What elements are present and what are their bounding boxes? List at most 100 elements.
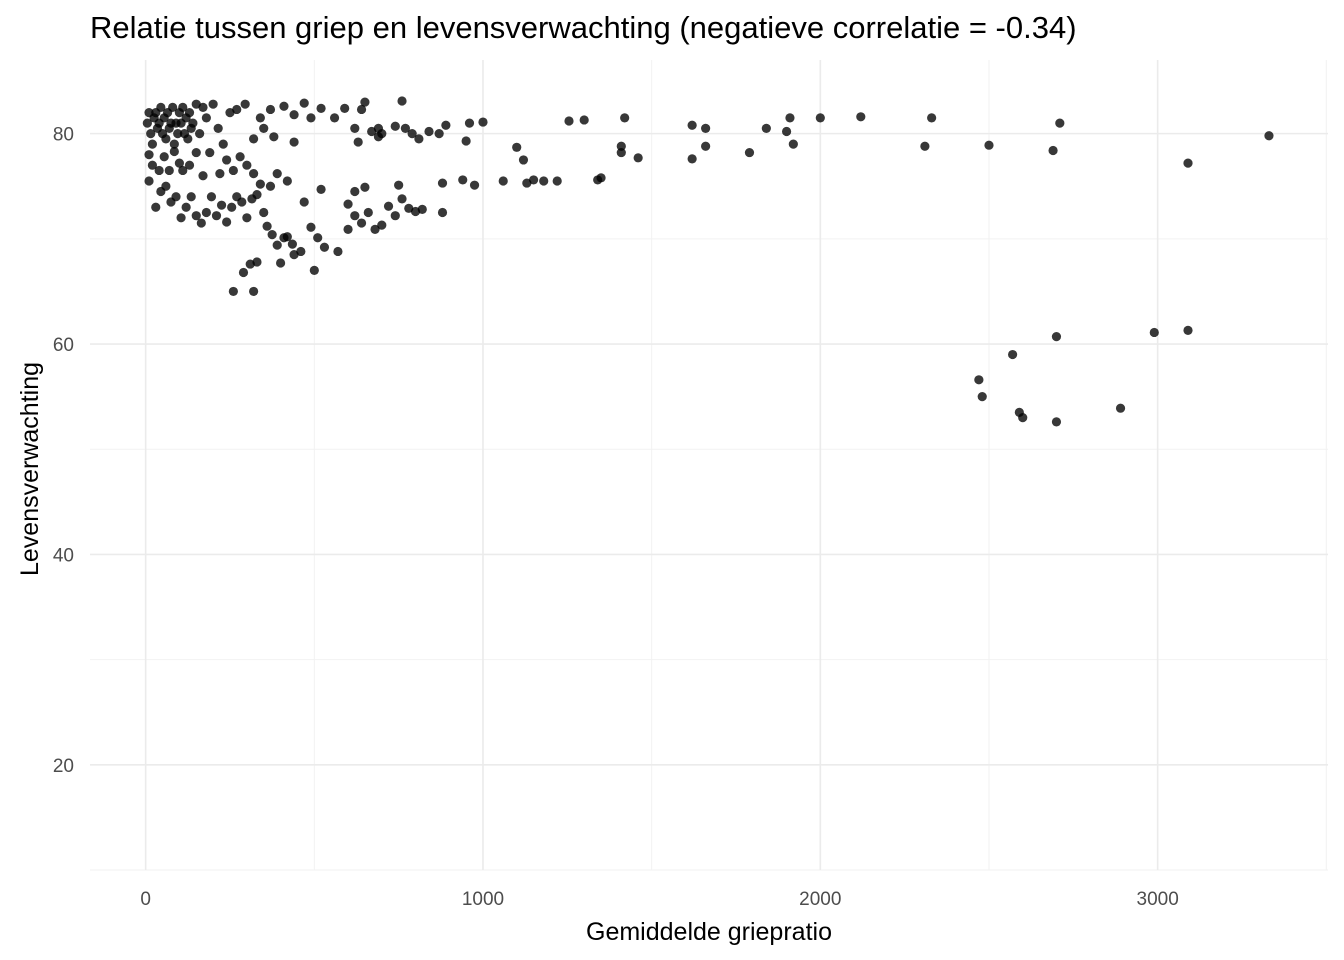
scatter-point xyxy=(282,176,292,186)
scatter-point xyxy=(1055,118,1065,128)
scatter-point xyxy=(216,200,227,210)
scatter-point xyxy=(333,246,343,257)
scatter-point xyxy=(977,392,987,402)
x-tick-label: 1000 xyxy=(462,889,504,910)
x-tick-label: 2000 xyxy=(799,889,841,910)
scatter-point xyxy=(255,179,265,189)
scatter-point xyxy=(356,218,367,228)
scatter-point xyxy=(222,155,232,165)
scatter-point xyxy=(437,207,448,218)
scatter-point xyxy=(469,180,480,190)
scatter-point xyxy=(183,134,193,144)
scatter-point xyxy=(856,112,866,122)
scatter-point xyxy=(687,154,697,164)
scatter-point xyxy=(616,147,626,158)
scatter-point xyxy=(142,118,152,128)
scatter-point xyxy=(159,152,169,162)
y-tick-label: 80 xyxy=(53,125,74,146)
scatter-point xyxy=(262,221,272,231)
scatter-point xyxy=(201,113,211,123)
scatter-point xyxy=(195,129,205,139)
scatter-point xyxy=(275,258,286,268)
scatter-point xyxy=(1007,349,1018,360)
scatter-point xyxy=(974,375,984,385)
chart-title: Relatie tussen griep en levensverwachtin… xyxy=(90,10,1077,45)
scatter-point xyxy=(424,126,434,137)
scatter-point xyxy=(191,147,201,158)
scatter-point xyxy=(363,207,373,218)
scatter-point xyxy=(761,123,771,133)
scatter-point xyxy=(245,259,255,269)
scatter-point xyxy=(316,103,326,113)
y-axis-ticks: 20 40 60 80 xyxy=(53,125,74,777)
scatter-point xyxy=(1048,145,1058,156)
scatter-point xyxy=(208,99,218,109)
scatter-point xyxy=(289,110,299,120)
y-tick-label: 20 xyxy=(53,756,74,777)
scatter-point xyxy=(156,102,166,112)
scatter-point xyxy=(329,113,340,123)
scatter-point xyxy=(265,181,276,191)
scatter-point xyxy=(191,211,201,221)
scatter-point xyxy=(1051,417,1062,427)
scatter-point xyxy=(206,192,217,202)
x-tick-label: 3000 xyxy=(1137,889,1179,910)
scatter-point xyxy=(1018,413,1028,423)
scatter-point xyxy=(259,123,269,133)
scatter-point xyxy=(188,118,198,128)
scatter-point xyxy=(528,175,539,185)
scatter-point xyxy=(237,197,247,207)
scatter-point xyxy=(161,134,171,144)
scatter-point xyxy=(299,197,309,207)
scatter-point xyxy=(316,184,326,194)
scatter-point xyxy=(633,153,643,163)
scatter-point xyxy=(1264,131,1274,141)
scatter-point xyxy=(478,117,488,127)
scatter-point xyxy=(397,96,407,106)
scatter-point xyxy=(178,165,188,176)
scatter-point xyxy=(350,211,360,221)
scatter-point xyxy=(781,126,792,137)
scatter-point xyxy=(282,232,292,242)
scatter-point xyxy=(161,181,171,191)
scatter-point xyxy=(181,202,191,212)
scatter-point xyxy=(154,165,164,176)
scatter-point xyxy=(1183,325,1193,335)
scatter-point xyxy=(144,176,154,186)
scatter-point xyxy=(249,169,259,179)
scatter-point xyxy=(306,222,316,232)
scatter-point xyxy=(687,120,697,130)
scatter-point xyxy=(228,165,238,176)
x-axis-ticks: 0 1000 2000 3000 xyxy=(140,889,1178,910)
scatter-point xyxy=(360,97,370,107)
scatter-point xyxy=(249,286,259,297)
scatter-point xyxy=(1115,403,1126,413)
scatter-point xyxy=(437,178,448,188)
scatter-point xyxy=(255,113,265,123)
scatter-point xyxy=(343,199,353,209)
scatter-point xyxy=(151,202,161,212)
scatter-point xyxy=(144,150,154,160)
scatter-point xyxy=(616,141,626,151)
scatter-point xyxy=(701,123,711,133)
scatter-point xyxy=(512,142,522,152)
scatter-point xyxy=(227,202,237,212)
x-tick-label: 0 xyxy=(140,889,151,910)
scatter-point xyxy=(552,176,562,186)
scatter-point xyxy=(309,265,319,275)
scatter-point xyxy=(984,140,994,150)
scatter-point xyxy=(356,104,367,115)
scatter-point xyxy=(397,194,407,204)
scatter-point xyxy=(744,147,755,158)
scatter-point xyxy=(164,165,174,176)
scatter-point xyxy=(259,207,269,218)
grid-lines xyxy=(90,60,1328,871)
scatter-point xyxy=(815,113,825,123)
scatter-point xyxy=(434,129,444,139)
scatter-point xyxy=(313,233,323,243)
scatter-point xyxy=(269,132,279,142)
scatter-point xyxy=(400,123,411,133)
scatter-point xyxy=(1183,158,1193,168)
scatter-point xyxy=(306,113,316,123)
scatter-point xyxy=(218,139,228,149)
